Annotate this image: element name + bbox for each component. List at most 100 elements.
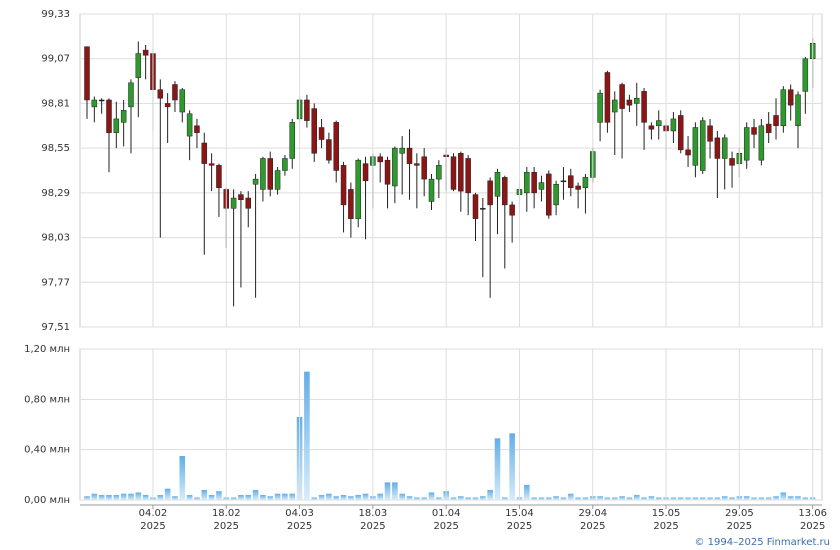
candle-body [164, 103, 171, 108]
volume-bar [677, 497, 684, 500]
volume-bar [743, 496, 750, 500]
x-tick-year: 2025 [433, 521, 458, 532]
candle-body [333, 122, 339, 171]
x-tick-year: 2025 [214, 521, 239, 532]
candle-body [494, 171, 501, 197]
volume-bar [494, 438, 501, 500]
candle-body [553, 184, 559, 206]
volume-bar [604, 497, 611, 500]
candle-body [406, 147, 413, 164]
volume-bar [98, 494, 105, 500]
volume-bar [113, 494, 120, 500]
volume-bar [164, 488, 171, 500]
volume-bar [267, 496, 274, 500]
volume-bar [707, 497, 713, 500]
candle-body [135, 53, 142, 78]
volume-bar [472, 497, 479, 500]
candle-body [201, 142, 208, 164]
volume-bar [355, 494, 362, 500]
candle-body [311, 108, 317, 154]
candle-body [575, 185, 581, 190]
candle-body [685, 149, 691, 156]
volume-bar [436, 497, 442, 500]
x-tick-label: 15.05 [652, 508, 681, 519]
candle-body [84, 46, 90, 101]
candle-body [619, 84, 625, 109]
candle-body [194, 125, 200, 133]
volume-frame [79, 348, 823, 501]
volume-bar [531, 497, 537, 500]
candle-body [787, 89, 794, 106]
volume-bar [289, 493, 296, 500]
candle-body [780, 89, 787, 127]
volume-bar [721, 496, 728, 500]
candle-body [392, 147, 398, 187]
candle-body [260, 158, 266, 190]
candle-body [568, 175, 574, 188]
volume-bar [509, 433, 515, 500]
x-tick-label: 18.02 [212, 508, 241, 519]
candle-body [538, 182, 545, 190]
volume-bar [685, 497, 691, 500]
candle-body [648, 125, 655, 130]
volume-bar [626, 497, 633, 500]
candle-body [326, 139, 332, 161]
candle-body [560, 180, 567, 183]
y-tick-label: 0,00 млн [24, 495, 70, 506]
volume-bar [304, 371, 310, 500]
volume-bar [282, 493, 288, 500]
candle-body [348, 189, 354, 219]
candle-body [384, 159, 391, 185]
volume-bar [377, 493, 383, 500]
candle-body [245, 197, 252, 209]
volume-bar [421, 497, 427, 500]
volume-bar [135, 492, 142, 500]
candle-body [692, 127, 699, 166]
candle-body [487, 180, 493, 206]
candle-body [758, 125, 765, 161]
candle-body [230, 197, 237, 209]
volume-bar [465, 497, 471, 500]
candle-body [707, 125, 713, 142]
candle-body [670, 118, 677, 132]
volume-bar [252, 489, 259, 500]
volume-bar [186, 494, 193, 500]
volume-bar [487, 489, 493, 500]
candle-body [252, 178, 259, 185]
candle-body [509, 204, 515, 216]
candle-body [531, 171, 537, 194]
volume-bar [406, 496, 413, 500]
candle-body [120, 110, 127, 123]
candle-body [655, 120, 662, 127]
volume-bar [384, 482, 391, 500]
x-tick-year: 2025 [653, 521, 678, 532]
candle-body [472, 194, 479, 219]
volume-bar [545, 497, 552, 500]
candle-body [626, 99, 633, 106]
candle-body [267, 158, 273, 190]
candle-body [634, 98, 640, 104]
volume-bar [538, 497, 545, 500]
volume-bar [648, 496, 655, 500]
candle-body [340, 165, 347, 206]
volume-bar [458, 496, 464, 500]
volume-bar [84, 496, 90, 500]
candle-body [179, 89, 186, 113]
volume-bar [142, 494, 149, 500]
volume-bar [758, 497, 765, 500]
x-tick-year: 2025 [360, 521, 385, 532]
volume-bar [333, 496, 340, 500]
candle-body [582, 177, 589, 188]
volume-bar [318, 494, 325, 500]
volume-bar [230, 497, 237, 500]
candle-body [773, 115, 779, 127]
x-tick-label: 15.04 [505, 508, 534, 519]
candle-body [465, 158, 471, 194]
volume-bar [238, 494, 244, 500]
volume-bar [619, 496, 625, 500]
x-tick-label: 13.06 [798, 508, 827, 519]
candle-body [128, 82, 134, 108]
y-tick-label: 97,77 [41, 277, 70, 288]
volume-bar [208, 494, 215, 500]
